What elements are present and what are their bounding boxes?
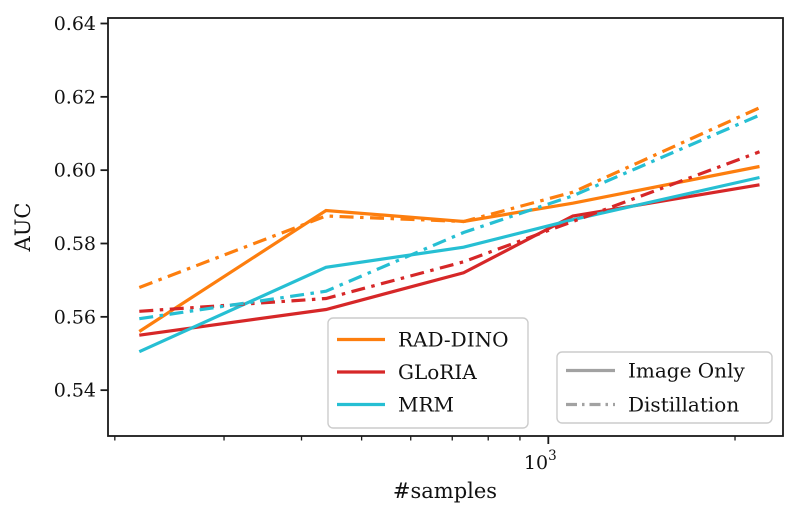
series-line-gloria-image-only (139, 183, 760, 337)
y-axis-label: AUC (11, 203, 35, 253)
y-axis-tick-label: 0.56 (54, 306, 96, 328)
y-axis-tick-label: 0.60 (54, 160, 96, 182)
y-axis-tick-label: 0.58 (54, 233, 96, 255)
legend-label-mrm: MRM (398, 393, 454, 417)
plot-frame (107, 17, 784, 437)
legend-models-box (327, 317, 529, 429)
x-axis-label: #samples (393, 479, 497, 503)
legend-label-rad-dino: RAD-DINO (398, 328, 509, 352)
y-axis-tick-label: 0.62 (54, 86, 96, 108)
series-line-mrm-distillation (139, 113, 761, 321)
legend-label-gloria: GLoRIA (398, 360, 477, 384)
x-axis-major-tick-label: 103 (524, 448, 557, 474)
y-axis-tick-label: 0.54 (54, 380, 96, 402)
series-line-rad-dino-distillation (138, 106, 761, 289)
series-line-mrm-image-only (138, 175, 760, 354)
series-line-gloria-distillation (139, 150, 761, 313)
y-axis-tick-label: 0.64 (54, 13, 96, 35)
legend-label-distillation: Distillation (628, 393, 739, 417)
legend-label-image-only: Image Only (628, 359, 745, 383)
chart-content: 0.54 0.56 0.58 0.60 0.62 0.64 103 RAD-DINO GLoRI… (54, 13, 784, 474)
